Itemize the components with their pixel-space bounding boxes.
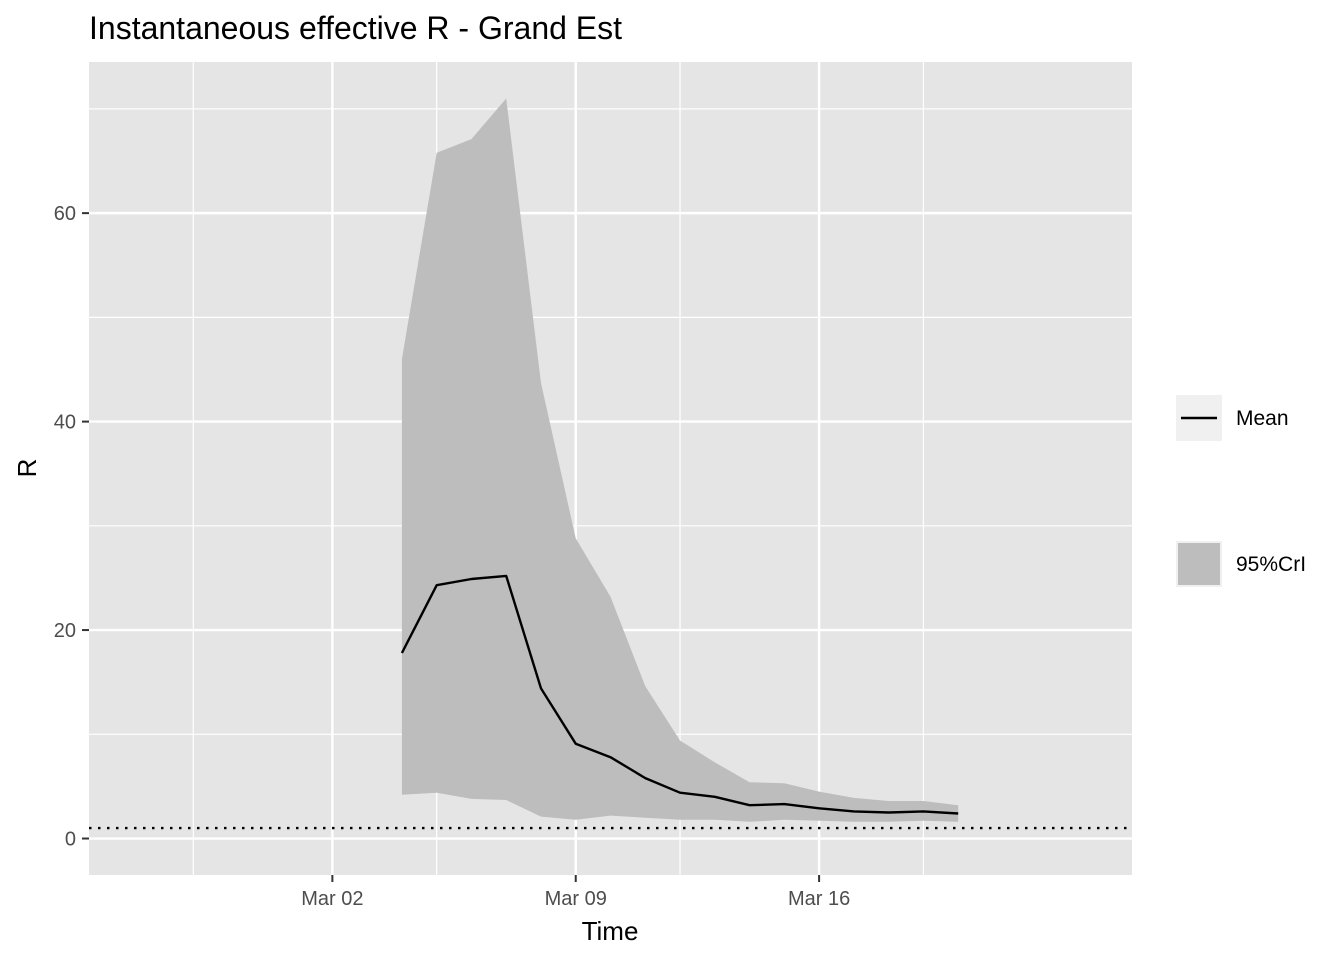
x-axis-title: Time bbox=[582, 916, 639, 946]
x-axis: Mar 02 Mar 09 Mar 16 bbox=[301, 875, 850, 910]
crI-ribbon bbox=[401, 98, 959, 822]
chart-title: Instantaneous effective R - Grand Est bbox=[89, 10, 622, 46]
x-tick-label: Mar 16 bbox=[788, 888, 850, 910]
mean-line bbox=[400, 574, 959, 815]
mean-line-layer bbox=[400, 574, 959, 815]
y-axis-title: R bbox=[12, 459, 42, 478]
y-tick-label: 60 bbox=[54, 203, 76, 225]
ribbon-layer bbox=[401, 98, 959, 822]
legend: Mean 95%CrI bbox=[1176, 395, 1306, 587]
y-tick-label: 20 bbox=[54, 620, 76, 642]
y-tick-label: 40 bbox=[54, 412, 76, 434]
x-tick-label: Mar 02 bbox=[301, 888, 363, 910]
y-axis: 0 20 40 60 bbox=[54, 203, 89, 851]
minor-y-gridlines bbox=[89, 108, 1132, 735]
y-tick-label: 0 bbox=[65, 829, 76, 851]
legend-label-mean: Mean bbox=[1236, 407, 1289, 430]
legend-crI-swatch bbox=[1178, 543, 1220, 585]
x-tick-label: Mar 09 bbox=[545, 888, 607, 910]
legend-label-crI: 95%CrI bbox=[1236, 553, 1306, 576]
